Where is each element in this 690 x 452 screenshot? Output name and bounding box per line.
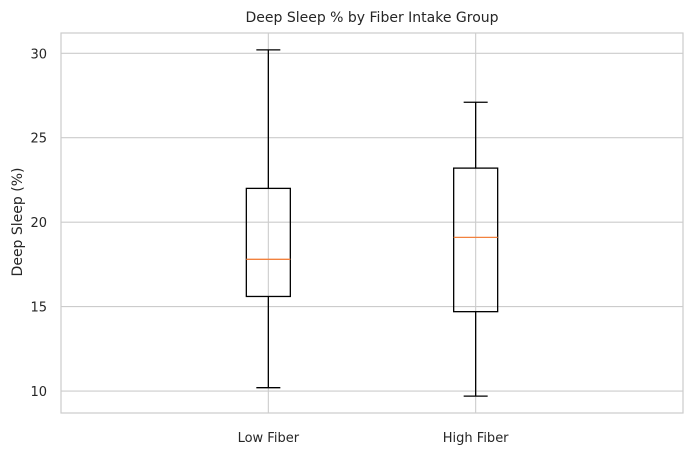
interquartile-box [245,187,291,298]
y-axis-label: Deep Sleep (%) [10,168,26,277]
y-tick-label: 30 [30,47,47,62]
y-tick-label: 15 [30,301,47,316]
box-layer [245,49,499,397]
y-axis-ticks: 10 15 20 25 30 [30,47,47,400]
x-tick-label: Low Fiber [238,431,300,446]
plot-frame [60,32,684,414]
grid-layer [61,33,683,413]
chart-title: Deep Sleep % by Fiber Intake Group [245,10,498,26]
interquartile-box [453,167,499,313]
y-tick-label: 25 [30,132,47,147]
box-plot-group [245,49,291,389]
x-tick-label: High Fiber [443,431,509,446]
y-tick-label: 10 [30,385,47,400]
y-tick-label: 20 [30,216,47,231]
x-axis-ticks: Low Fiber High Fiber [238,431,510,446]
box-plot-group [453,101,499,397]
